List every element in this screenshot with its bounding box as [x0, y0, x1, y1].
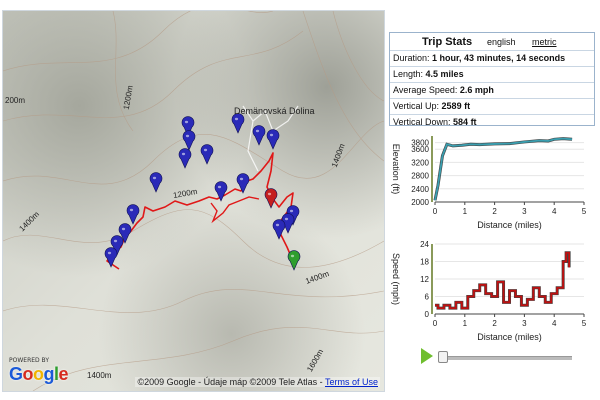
contour-lines [3, 11, 384, 391]
waypoint-markers [104, 113, 301, 271]
map-view[interactable]: Demänovská Dolina 1200m 1200m 1400m 1400… [2, 10, 385, 392]
stat-length: Length: 4.5 miles [390, 66, 594, 82]
y-tick-label: 18 [420, 258, 429, 267]
waypoint-marker[interactable] [272, 219, 286, 240]
x-tick-label: 3 [522, 319, 527, 328]
y-tick-label: 2000 [411, 198, 429, 207]
x-tick-label: 5 [582, 207, 587, 216]
y-tick-label: 6 [425, 293, 430, 302]
terms-of-use-link[interactable]: Terms of Use [324, 377, 378, 387]
contour-label: 1400m [87, 371, 112, 380]
trip-stats-title: Trip Stats [422, 36, 473, 48]
series-line [434, 137, 573, 201]
stat-duration: Duration: 1 hour, 43 minutes, 14 seconds [390, 50, 594, 66]
stat-value: 2.6 mph [459, 85, 494, 95]
y-tick-label: 3600 [411, 145, 429, 154]
stat-label: Length: [393, 69, 424, 79]
x-tick-label: 2 [492, 207, 497, 216]
y-axis-label: Speed (mph) [391, 253, 401, 305]
waypoint-marker[interactable] [126, 204, 140, 225]
x-tick-label: 4 [552, 319, 557, 328]
stat-label: Duration: [393, 53, 430, 63]
x-tick-label: 1 [463, 207, 468, 216]
x-axis-label: Distance (miles) [477, 220, 542, 230]
waypoint-marker[interactable] [231, 113, 245, 134]
roads [242, 105, 299, 172]
x-tick-label: 3 [522, 207, 527, 216]
trip-stats-panel: Trip Stats english metric Duration: 1 ho… [389, 32, 595, 127]
stat-label: Average Speed: [393, 85, 458, 95]
play-button[interactable] [421, 348, 433, 364]
x-tick-label: 1 [463, 319, 468, 328]
y-tick-label: 2400 [411, 185, 429, 194]
waypoint-marker[interactable] [214, 181, 228, 202]
x-tick-label: 4 [552, 207, 557, 216]
waypoint-marker[interactable] [181, 116, 195, 137]
copyright-text: ©2009 Google - Údaje máp ©2009 Tele Atla… [137, 377, 325, 387]
playback-slider-track[interactable] [440, 356, 572, 360]
units-metric-link[interactable]: metric [532, 37, 557, 47]
series-line-shadow [433, 137, 573, 201]
stat-value: 1 hour, 43 minutes, 14 seconds [432, 53, 566, 63]
google-logo[interactable]: Google [9, 364, 69, 384]
y-tick-label: 2800 [411, 172, 429, 181]
x-axis-label: Distance (miles) [477, 332, 542, 342]
waypoint-marker[interactable] [149, 172, 163, 193]
waypoint-marker[interactable] [104, 247, 118, 268]
x-tick-label: 0 [433, 207, 438, 216]
waypoint-marker[interactable] [266, 129, 280, 150]
stat-value: 4.5 miles [425, 69, 464, 79]
waypoint-marker[interactable] [118, 223, 132, 244]
series-line [435, 251, 570, 310]
stat-average-speed: Average Speed: 2.6 mph [390, 82, 594, 98]
waypoint-marker[interactable] [236, 173, 250, 194]
stat-label: Vertical Up: [393, 101, 440, 111]
track-branch [210, 196, 260, 224]
stat-vertical-up: Vertical Up: 2589 ft [390, 98, 594, 114]
y-tick-label: 24 [420, 240, 429, 249]
y-tick-label: 0 [425, 310, 430, 319]
y-tick-label: 3200 [411, 158, 429, 167]
contour-label: 200m [5, 96, 26, 105]
waypoint-marker[interactable] [178, 148, 192, 169]
y-tick-label: 12 [420, 275, 429, 284]
waypoint-marker[interactable] [200, 144, 214, 165]
stat-value: 584 ft [453, 117, 477, 127]
stat-vertical-down: Vertical Down: 584 ft [390, 114, 594, 130]
waypoint-marker[interactable] [182, 130, 196, 151]
y-axis-label: Elevation (ft) [391, 144, 401, 195]
units-english-link[interactable]: english [487, 37, 516, 47]
powered-by-label: POWERED BY [9, 357, 50, 364]
x-tick-label: 5 [582, 319, 587, 328]
waypoint-marker[interactable] [252, 125, 266, 146]
y-tick-label: 3800 [411, 139, 429, 148]
place-label: Demänovská Dolina [234, 106, 315, 116]
waypoint-marker[interactable] [110, 235, 124, 256]
trip-track [106, 152, 294, 270]
start-marker[interactable] [287, 250, 301, 271]
x-tick-label: 0 [433, 319, 438, 328]
end-marker[interactable] [264, 188, 278, 209]
stat-label: Vertical Down: [393, 117, 451, 127]
stat-value: 2589 ft [441, 101, 471, 111]
x-tick-label: 2 [492, 319, 497, 328]
terrain-map[interactable] [3, 11, 384, 391]
map-copyright: ©2009 Google - Údaje máp ©2009 Tele Atla… [135, 377, 380, 387]
playback-slider-handle[interactable] [438, 351, 448, 363]
